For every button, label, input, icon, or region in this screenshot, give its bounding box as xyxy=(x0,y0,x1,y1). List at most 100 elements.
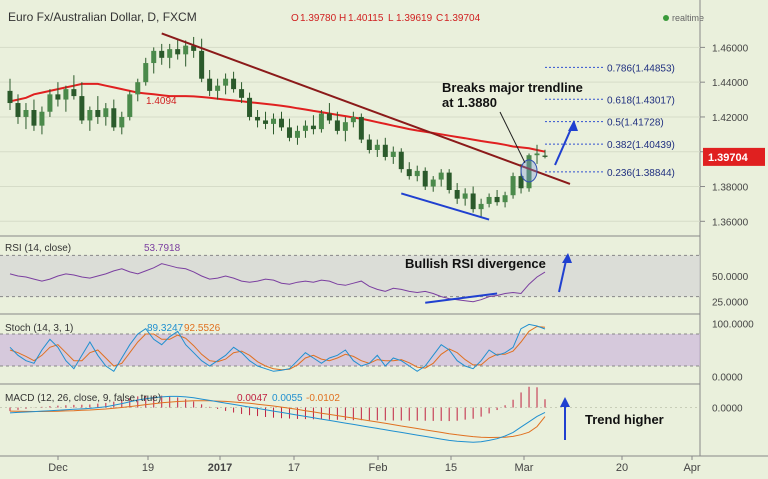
candle[interactable] xyxy=(446,169,452,194)
candle[interactable] xyxy=(390,146,396,164)
candle[interactable] xyxy=(366,134,372,154)
candle[interactable] xyxy=(502,191,508,208)
stoch-pane[interactable] xyxy=(0,323,700,373)
rsi-title: RSI (14, close) xyxy=(5,243,71,254)
candle[interactable] xyxy=(63,85,69,112)
candle-body xyxy=(478,203,484,210)
macd-hist-label: 0.0047 xyxy=(237,393,268,404)
candle-body xyxy=(31,110,37,126)
rsi-value-label: 53.7918 xyxy=(144,243,181,254)
candle-body xyxy=(87,110,93,121)
candle[interactable] xyxy=(15,94,21,124)
price-pane[interactable]: 0.786(1.44853) 0.618(1.43017) 0.5(1.41728)… xyxy=(7,32,675,221)
candle[interactable] xyxy=(183,40,189,67)
candle[interactable] xyxy=(71,75,77,100)
candle-body xyxy=(47,94,53,112)
candle[interactable] xyxy=(191,36,197,58)
candle[interactable] xyxy=(486,193,492,208)
candle[interactable] xyxy=(510,172,516,199)
candle-body xyxy=(342,122,348,131)
candle-body xyxy=(111,108,117,128)
candle[interactable] xyxy=(79,82,85,124)
candle[interactable] xyxy=(542,149,548,159)
candle[interactable] xyxy=(310,115,316,135)
candle[interactable] xyxy=(23,103,29,130)
descending-trendline[interactable] xyxy=(161,32,571,185)
candle[interactable] xyxy=(119,111,125,135)
candle[interactable] xyxy=(247,92,253,121)
candle[interactable] xyxy=(534,144,540,164)
candle[interactable] xyxy=(175,38,181,60)
candle[interactable] xyxy=(95,96,101,124)
candle[interactable] xyxy=(286,118,292,142)
candle[interactable] xyxy=(111,99,117,131)
candle[interactable] xyxy=(87,106,93,131)
candle[interactable] xyxy=(151,47,157,74)
candle[interactable] xyxy=(462,188,468,206)
candle-body xyxy=(183,45,189,55)
candle[interactable] xyxy=(271,113,277,135)
candle[interactable] xyxy=(374,139,380,157)
stoch-title: Stoch (14, 3, 1) xyxy=(5,323,73,334)
candle[interactable] xyxy=(470,186,476,213)
candle[interactable] xyxy=(430,176,436,192)
candle[interactable] xyxy=(294,125,300,145)
candle[interactable] xyxy=(39,106,45,135)
candle-body xyxy=(518,176,524,189)
price-tick-label: 1.44000 xyxy=(712,78,749,89)
candle-body xyxy=(326,113,332,121)
candle-body xyxy=(159,50,165,58)
candle[interactable] xyxy=(255,110,261,128)
candle[interactable] xyxy=(127,90,133,121)
candle[interactable] xyxy=(231,71,237,93)
candle[interactable] xyxy=(278,111,284,131)
candle[interactable] xyxy=(7,78,13,110)
candle[interactable] xyxy=(382,137,388,161)
time-tick-label: Feb xyxy=(369,462,388,474)
candle[interactable] xyxy=(350,111,356,128)
stoch-tick-label: 100.0000 xyxy=(712,319,754,330)
candle[interactable] xyxy=(302,120,308,138)
candle-body xyxy=(542,155,548,157)
candle[interactable] xyxy=(135,78,141,102)
candle-body xyxy=(310,125,316,130)
breakout-highlight xyxy=(520,159,538,183)
candle[interactable] xyxy=(31,99,37,131)
macd-pane[interactable] xyxy=(0,386,700,443)
candle[interactable] xyxy=(414,165,420,182)
candle[interactable] xyxy=(159,43,165,65)
candle[interactable] xyxy=(199,38,205,83)
candle[interactable] xyxy=(215,78,221,100)
candle[interactable] xyxy=(398,148,404,173)
candle[interactable] xyxy=(263,111,269,130)
candle[interactable] xyxy=(342,116,348,142)
symbol-title: Euro Fx/Australian Dollar, D, FXCM xyxy=(8,10,197,24)
rsi-pane[interactable] xyxy=(0,253,700,304)
candle[interactable] xyxy=(358,113,364,144)
candle[interactable] xyxy=(47,89,53,117)
candle[interactable] xyxy=(454,183,460,204)
candle[interactable] xyxy=(167,43,173,69)
candle[interactable] xyxy=(478,198,484,218)
stoch-band xyxy=(0,334,700,366)
candle-body xyxy=(143,63,149,83)
candle[interactable] xyxy=(326,103,332,124)
candle-body xyxy=(302,125,308,131)
candle[interactable] xyxy=(334,111,340,135)
candle[interactable] xyxy=(207,70,213,97)
candle[interactable] xyxy=(422,167,428,190)
time-tick-label: 17 xyxy=(288,462,300,474)
candle-body xyxy=(494,196,500,203)
candle[interactable] xyxy=(494,190,500,206)
candle[interactable] xyxy=(406,162,412,180)
candle[interactable] xyxy=(143,57,149,86)
candle[interactable] xyxy=(239,82,245,104)
candle[interactable] xyxy=(223,73,229,95)
candle[interactable] xyxy=(318,110,324,133)
candle[interactable] xyxy=(103,103,109,126)
candle-body xyxy=(390,151,396,157)
realtime-label[interactable]: realtime xyxy=(672,13,704,23)
candle-body xyxy=(95,110,101,117)
candle[interactable] xyxy=(438,169,444,187)
candle[interactable] xyxy=(55,82,61,107)
